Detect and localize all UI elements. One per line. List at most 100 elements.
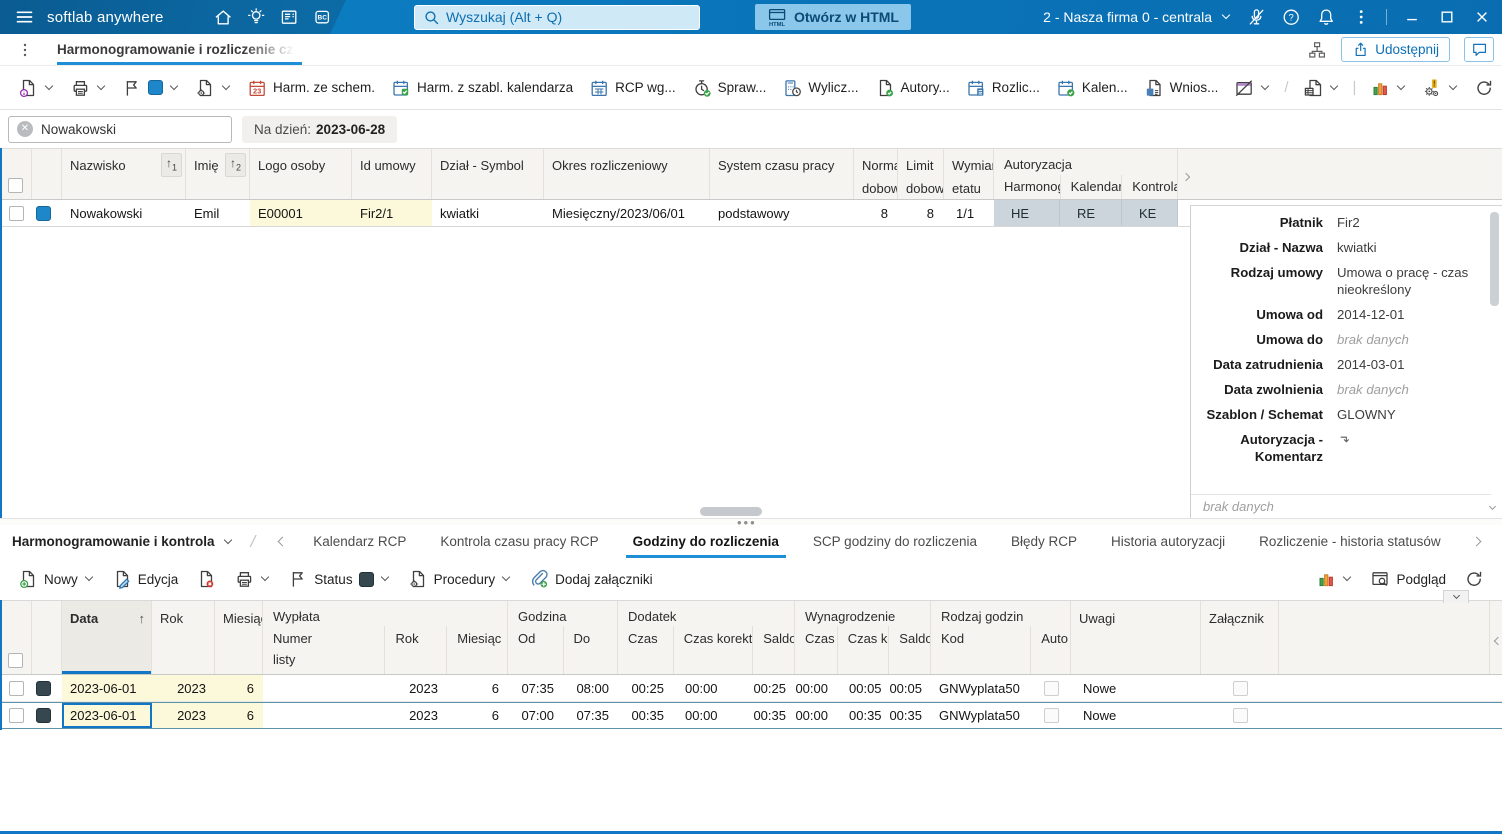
global-search-input[interactable] [446,9,691,25]
cell-do[interactable]: 07:35 [576,708,609,723]
sort-badge-1[interactable]: ↑1 [160,153,182,178]
cell-rok[interactable]: 2023 [152,675,215,701]
refresh-button[interactable] [1468,73,1500,103]
column-header-id-umowy[interactable]: Id umowy [352,149,432,199]
cell-uwagi[interactable]: Nowe [1083,680,1117,696]
new-row-button[interactable]: Nowy [12,564,100,594]
goto-comment-icon[interactable] [1337,431,1354,448]
cell-kod[interactable]: GNWyplata50 [939,680,1020,696]
column-header-logo-osoby[interactable]: Logo osoby [250,149,352,199]
tab-options-kebab-icon[interactable] [15,40,35,60]
cell-wyplata-miesiac[interactable]: 6 [491,708,499,723]
cell-dodatek-czas[interactable]: 00:35 [631,708,664,723]
idea-lightbulb-icon[interactable] [246,7,266,27]
column-header-numer-listy[interactable]: Numer listy [273,631,313,667]
auto-checkbox[interactable] [1043,708,1059,723]
column-header-imie[interactable]: Imię ↑2 [186,149,250,199]
cell-okres[interactable]: Miesięczny/2023/06/01 [552,205,685,221]
wylicz-button[interactable]: Wylicz... [776,73,864,103]
column-header-wyn-saldo[interactable]: Saldo [888,626,930,674]
cell-dodatek-saldo[interactable]: 00:25 [753,680,786,696]
cell-wyplata-rok[interactable]: 2023 [409,708,438,723]
charts-button[interactable] [1364,73,1412,103]
cell-wymiar[interactable]: 1/1 [956,205,975,221]
share-button[interactable]: Udostępnij [1341,37,1450,62]
hamburger-menu-icon[interactable] [14,7,34,27]
column-header-wyn-czas[interactable]: Czas [805,631,835,646]
cell-do[interactable]: 08:00 [576,680,609,696]
column-header-data[interactable]: Data ↑ [62,601,152,674]
as-of-date-chip[interactable]: Na dzień: 2023-06-28 [242,115,398,143]
column-header-limit[interactable]: Limit dobowy [898,149,944,199]
cell-miesiac[interactable]: 6 [215,703,263,728]
close-button[interactable] [1472,7,1492,27]
tab-historia-autoryzacji[interactable]: Historia autoryzacji [1111,534,1226,549]
home-icon[interactable] [213,7,233,27]
document-settings-button[interactable] [189,73,237,103]
sprawdz-button[interactable]: Spraw... [686,73,773,103]
cell-logo-osoby[interactable]: E00001 [250,200,352,226]
sitemap-icon[interactable] [1307,40,1327,60]
tab-kalendarz-rcp[interactable]: Kalendarz RCP [313,534,407,549]
column-header-dzial-symbol[interactable]: Dział - Symbol [432,149,544,199]
detail-refresh-button[interactable] [1458,564,1490,594]
tab-harmonogramowanie[interactable]: Harmonogramowanie i rozliczenie czasu [57,34,302,65]
autoryzuj-button[interactable]: Autory... [869,73,956,103]
row-checkbox[interactable] [8,205,24,221]
row-checkbox[interactable] [8,680,24,696]
column-header-do[interactable]: Do [562,626,618,674]
cell-imie[interactable]: Emil [194,205,220,221]
column-header-dodatek-czas-korekty[interactable]: Czas korekty [672,626,752,674]
column-header-wyn-czas-korekty[interactable]: Czas korekty [836,626,888,674]
cell-numer-listy[interactable] [263,703,385,728]
tab-scp-godziny-do-rozliczenia[interactable]: SCP godziny do rozliczenia [812,534,978,549]
cell-dodatek-saldo[interactable]: 00:35 [753,708,786,723]
column-header-rok[interactable]: Rok [152,601,215,674]
tab-group-selector[interactable]: Harmonogramowanie i kontrola [12,534,233,549]
grid-scroll-left[interactable] [1490,601,1502,674]
column-header-kod[interactable]: Kod [941,631,965,646]
tab-kontrola-czasu-pracy-rcp[interactable]: Kontrola czasu pracy RCP [440,534,599,549]
cell-data[interactable]: 2023-06-01 [62,675,152,701]
cell-harmonogram[interactable]: HE [994,200,1060,226]
preview-button[interactable]: Podgląd [1364,564,1452,594]
print-rows-button[interactable] [228,564,276,594]
kalendarz-button[interactable]: Kalen... [1050,73,1134,103]
harm-ze-schem-button[interactable]: 23 Harm. ze schem. [241,73,381,103]
tab-rozliczenie-historia-statusow[interactable]: Rozliczenie - historia statusów [1259,534,1441,549]
tabs-scroll-left[interactable] [269,536,296,547]
wnioski-button[interactable]: Wnios... [1138,73,1225,103]
status-button[interactable]: Status [282,564,395,594]
panel-splitter[interactable]: ••• [0,516,1502,529]
global-search[interactable] [414,4,700,30]
rcp-wg-button[interactable]: RCP wg... [583,73,682,103]
flag-color-button[interactable] [116,73,185,103]
column-header-uwagi[interactable]: Uwagi [1071,601,1201,674]
hours-row[interactable]: 2023-06-01 2023 6 2023 6 07:35 08:00 00:… [0,675,1502,702]
more-options-kebab-icon[interactable] [1351,7,1371,27]
column-header-harmonogram[interactable]: Harmonogram [1004,179,1060,194]
cell-od[interactable]: 07:00 [521,708,554,723]
horizontal-scrollbar-thumb[interactable] [700,507,762,516]
cell-id-umowy[interactable]: Fir2/1 [352,200,432,226]
row-checkbox[interactable] [8,708,24,723]
column-header-wymiar[interactable]: Wymiar etatu [944,149,994,199]
edit-row-button[interactable]: Edycja [106,564,185,594]
print-button[interactable] [64,73,112,103]
column-header-norma[interactable]: Norma dobowa [854,149,898,199]
cell-dodatek-czas-korekty[interactable]: 00:00 [685,708,718,723]
microphone-off-icon[interactable] [1246,7,1266,27]
row-status-square[interactable] [36,708,51,723]
cell-kontrola[interactable]: KE [1122,200,1178,226]
column-header-nazwisko[interactable]: Nazwisko ↑1 [62,149,186,199]
column-header-wyplata-rok[interactable]: Rok [384,626,446,674]
maximize-button[interactable] [1437,7,1457,27]
add-attachments-button[interactable]: Dodaj załączniki [523,564,659,594]
column-header-kalendarz[interactable]: Kalendarz [1059,175,1121,199]
news-icon[interactable] [279,7,299,27]
cell-system[interactable]: podstawowy [718,205,790,221]
tabs-scroll-right[interactable] [1463,536,1490,547]
cell-dodatek-czas-korekty[interactable]: 00:00 [685,680,718,696]
cell-od[interactable]: 07:35 [521,680,554,696]
cell-uwagi[interactable]: Nowe [1083,708,1117,723]
